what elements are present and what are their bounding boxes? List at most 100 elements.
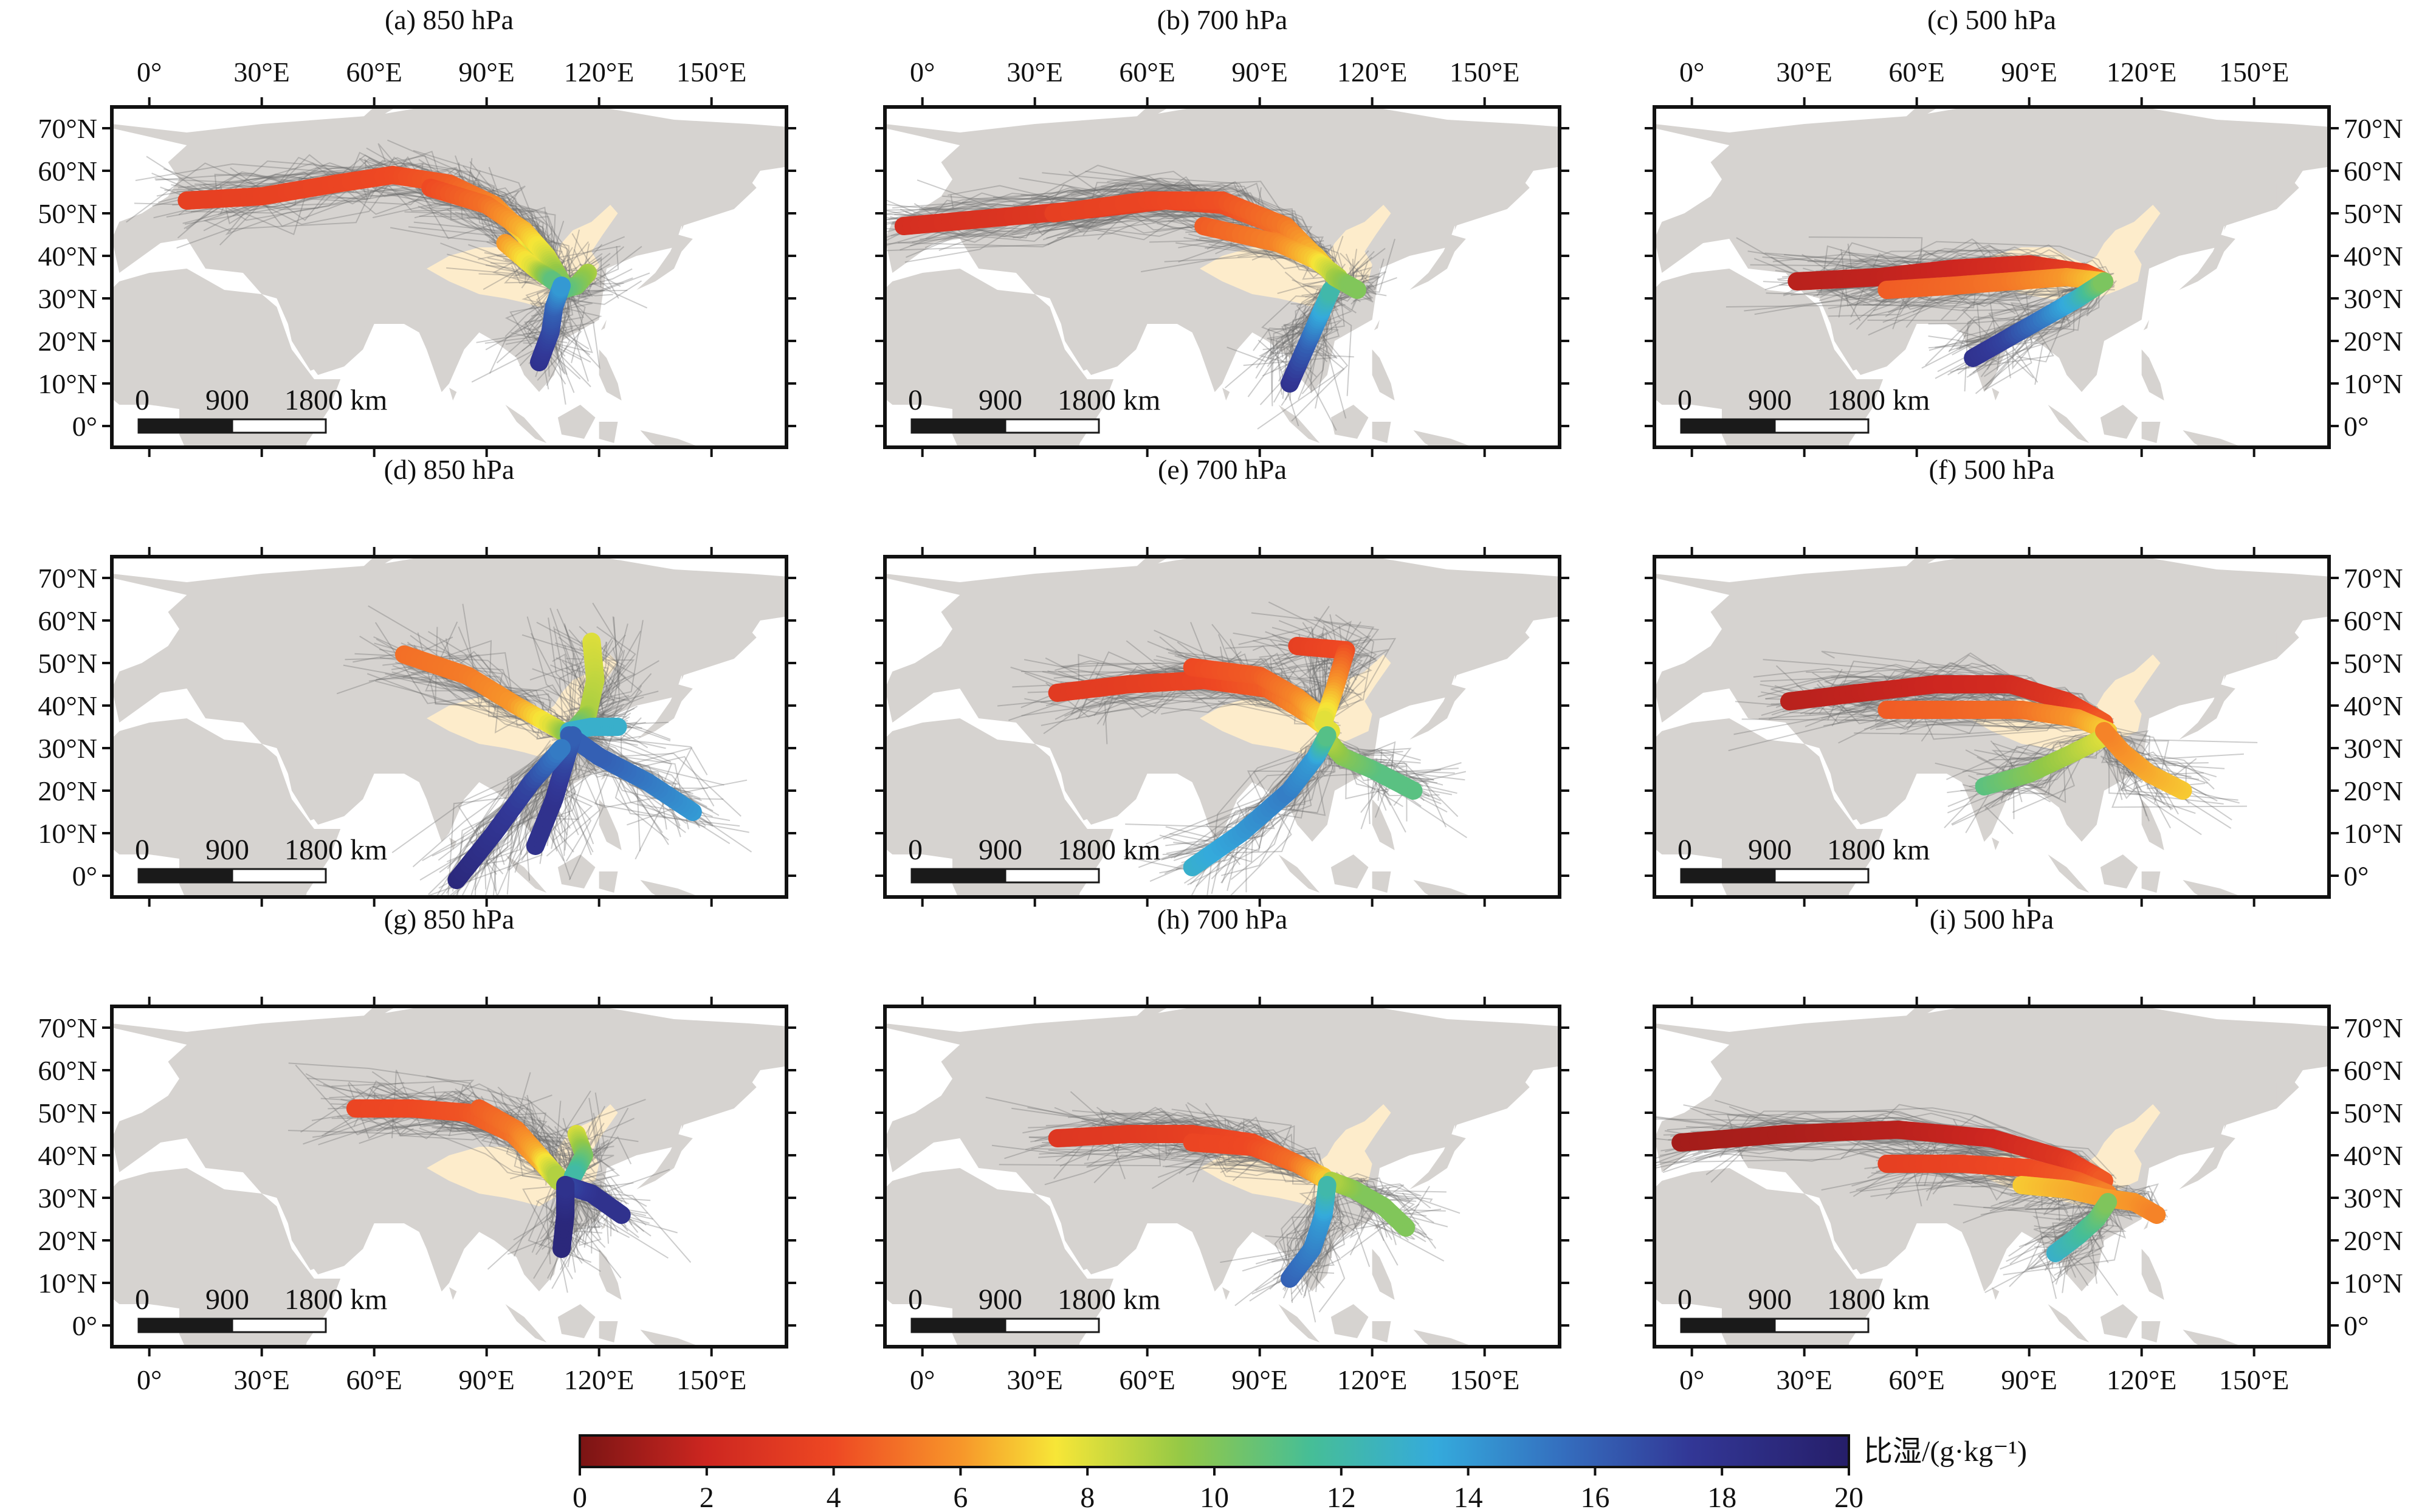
lat-tick-label: 30°N: [38, 733, 97, 764]
scale-bar-label: 900: [205, 384, 249, 416]
lat-tick-label: 30°N: [38, 1183, 97, 1214]
trajectory-line: [552, 283, 569, 349]
cluster-trajectories: [177, 166, 597, 371]
lat-tick-label: 10°N: [38, 368, 97, 399]
scale-bar-label: 900: [979, 1283, 1022, 1316]
lon-tick-label: 30°E: [1776, 1364, 1832, 1395]
trajectory-line: [1265, 1179, 1317, 1240]
panel-title: (g) 850 hPa: [384, 904, 515, 935]
lat-tick-label: 30°N: [2344, 283, 2403, 314]
lon-tick-label: 60°E: [1888, 1364, 1945, 1395]
lon-tick-label: 0°: [910, 1364, 935, 1395]
lat-tick-label: 60°N: [2344, 156, 2403, 187]
map-frame: [883, 1005, 1561, 1349]
lat-tick-label: 0°: [2344, 1310, 2369, 1341]
lon-tick-label: 30°E: [1006, 1364, 1063, 1395]
lon-tick-label: 0°: [910, 57, 935, 88]
cluster-trajectories: [1780, 675, 2192, 800]
lat-tick-label: 70°N: [2344, 113, 2403, 144]
scale-bar-label: 0: [135, 384, 150, 416]
trajectory-line: [1242, 1181, 1344, 1272]
map-frame: [110, 105, 788, 449]
trajectory-line: [1683, 1104, 2111, 1177]
lat-tick-label: 60°N: [38, 605, 97, 636]
trajectory-line: [387, 139, 571, 289]
panel-title: (f) 500 hPa: [1929, 454, 2055, 485]
trajectory-line: [392, 665, 577, 740]
trajectory-line: [2032, 1200, 2119, 1228]
map-panel: (g) 850 hPa 0° 30°E 60°E 90°E 120°E 150°E 0° 10°…: [38, 904, 796, 1395]
trajectory-line: [2057, 1204, 2114, 1277]
lon-tick-label: 150°E: [676, 1364, 747, 1395]
lon-tick-label: 30°E: [233, 1364, 290, 1395]
trajectory-line: [1963, 280, 2100, 343]
trajectory-line: [538, 1120, 616, 1181]
trajectory-line: [566, 740, 715, 807]
lon-tick-label: 0°: [1679, 1364, 1704, 1395]
lat-tick-label: 40°N: [2344, 690, 2403, 721]
scale-bar: 0 900 1800 km: [135, 1283, 387, 1333]
trajectory-line: [515, 1097, 571, 1183]
scale-bar-label: 1800 km: [284, 384, 387, 416]
scale-bar-label: 900: [1748, 1283, 1792, 1316]
scale-bar: 0 900 1800 km: [135, 834, 387, 884]
cluster-segment: [551, 277, 571, 297]
trajectory-line: [562, 737, 708, 775]
lat-tick-label: 20°N: [38, 1225, 97, 1256]
trajectory-line: [1990, 729, 2097, 775]
colorbar-tick-label: 4: [827, 1482, 841, 1512]
colorbar-title: 比湿/(g·kg⁻¹): [1863, 1435, 2027, 1468]
scale-bar-label: 900: [979, 384, 1022, 416]
map-panel: (b) 700 hPa 0° 30°E 60°E 90°E 120°E 150°E 0 900 1…: [875, 4, 1569, 457]
colorbar-tick-label: 0: [573, 1482, 587, 1512]
map-frame: [883, 105, 1561, 449]
map-frame: [1653, 555, 2331, 899]
map-panel: (i) 500 hPa 0° 30°E 60°E 90°E 120°E 150°E 0° 10°…: [1645, 904, 2403, 1395]
panel-title: (a) 850 hPa: [385, 4, 514, 35]
trajectory-line: [547, 278, 590, 350]
cluster-trajectories: [1048, 637, 1423, 876]
colorbar-gradient: [579, 1434, 1850, 1468]
trajectory-line: [1340, 1173, 1422, 1197]
cluster-trajectories: [395, 633, 702, 889]
lon-tick-label: 150°E: [2219, 57, 2290, 88]
cluster-segment: [2145, 1204, 2166, 1224]
scale-bar-label: 1800 km: [1058, 1283, 1160, 1316]
trajectory-line: [524, 1096, 621, 1185]
cluster-segment: [547, 1166, 567, 1186]
trajectory-line: [1296, 645, 1360, 723]
scale-bar-label: 1800 km: [1827, 834, 1930, 866]
map-frame: [1653, 105, 2331, 449]
scale-bar-label: 900: [205, 834, 249, 866]
scale-bar-label: 1800 km: [1058, 834, 1160, 866]
lon-tick-label: 90°E: [458, 1364, 515, 1395]
panel-title: (b) 700 hPa: [1157, 4, 1288, 35]
lat-tick-label: 70°N: [38, 563, 97, 594]
scale-bar-label: 0: [1677, 384, 1692, 416]
lon-tick-label: 120°E: [2107, 1364, 2177, 1395]
colorbar-tick-label: 20: [1834, 1482, 1863, 1512]
trajectory-line: [1253, 286, 1324, 351]
scale-bar-label: 0: [1677, 834, 1692, 866]
panel-grid: (a) 850 hPa 0° 30°E 60°E 90°E 120°E 150°E 0° 10°…: [38, 4, 2403, 1395]
trajectory-line: [564, 272, 650, 298]
lat-tick-label: 0°: [72, 411, 97, 442]
lat-tick-label: 40°N: [38, 1140, 97, 1171]
lon-tick-label: 30°E: [1776, 57, 1832, 88]
map-frame: [1653, 1005, 2331, 1349]
panel-title: (i) 500 hPa: [1930, 904, 2054, 935]
lat-tick-label: 10°N: [2344, 368, 2403, 399]
lat-tick-label: 20°N: [2344, 775, 2403, 806]
lat-tick-label: 20°N: [38, 775, 97, 806]
scale-bar-label: 900: [205, 1283, 249, 1316]
scale-bar-label: 0: [1677, 1283, 1692, 1316]
cluster-segment: [563, 726, 582, 747]
trajectory-line: [1173, 731, 1328, 847]
lat-tick-label: 30°N: [38, 283, 97, 314]
lon-tick-label: 60°E: [1888, 57, 1945, 88]
trajectory-line: [1261, 295, 1340, 336]
colorbar-tick-label: 10: [1200, 1482, 1229, 1512]
lat-tick-label: 30°N: [2344, 1183, 2403, 1214]
lat-tick-label: 50°N: [38, 1098, 97, 1129]
